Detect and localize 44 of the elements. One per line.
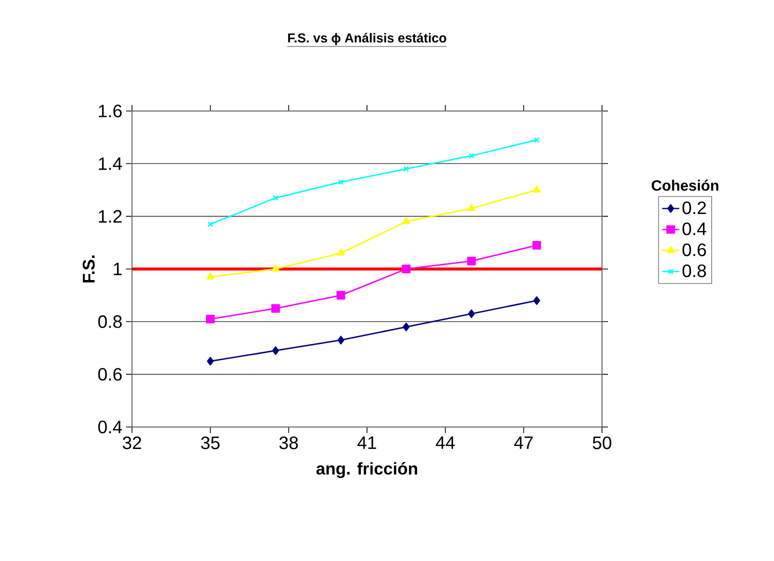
legend-label: 0.2 — [682, 201, 706, 214]
point — [206, 314, 215, 324]
y-axis-title: F.S. — [82, 256, 95, 282]
x-tick-label: 35 — [201, 436, 220, 450]
x-tick-label: 47 — [514, 436, 533, 449]
point — [272, 195, 278, 201]
point — [206, 272, 214, 280]
point — [467, 256, 476, 266]
point — [402, 217, 410, 224]
y-tick-label: 1.2 — [98, 210, 122, 223]
legend-label: 0.4 — [682, 222, 706, 236]
legend-label: 0.6 — [682, 243, 706, 256]
x-tick-label: 38 — [279, 436, 298, 450]
x-tick-label: 41 — [357, 436, 376, 449]
chart-title: F.S. vs ϕ Análisis estático — [288, 32, 446, 46]
x-tick-label: 50 — [592, 436, 612, 450]
point — [337, 336, 344, 344]
y-tick-label: 0.4 — [98, 420, 122, 434]
point — [337, 248, 345, 256]
point — [272, 264, 280, 272]
point — [402, 264, 410, 274]
y-tick-label: 1.4 — [98, 157, 122, 170]
point — [271, 304, 280, 313]
point — [272, 346, 280, 355]
legend-label: 0.8 — [682, 264, 706, 278]
point — [468, 309, 475, 318]
y-tick-label: 0.8 — [98, 315, 122, 328]
point — [338, 179, 344, 185]
x-tick-label: 44 — [436, 436, 455, 449]
legend-title: Cohesión — [652, 180, 718, 191]
point — [402, 322, 410, 332]
point — [532, 186, 541, 192]
point — [468, 152, 474, 159]
y-tick-label: 1.6 — [98, 104, 122, 118]
y-tick-label: 1 — [114, 262, 122, 276]
point — [336, 291, 346, 300]
point — [206, 356, 214, 366]
point — [468, 204, 476, 211]
x-tick-label: 32 — [122, 436, 142, 450]
y-tick-label: 0.6 — [98, 368, 122, 381]
point — [403, 166, 409, 172]
x-axis-title: ang. fricción — [316, 462, 418, 478]
point — [533, 296, 540, 305]
point — [532, 240, 542, 250]
